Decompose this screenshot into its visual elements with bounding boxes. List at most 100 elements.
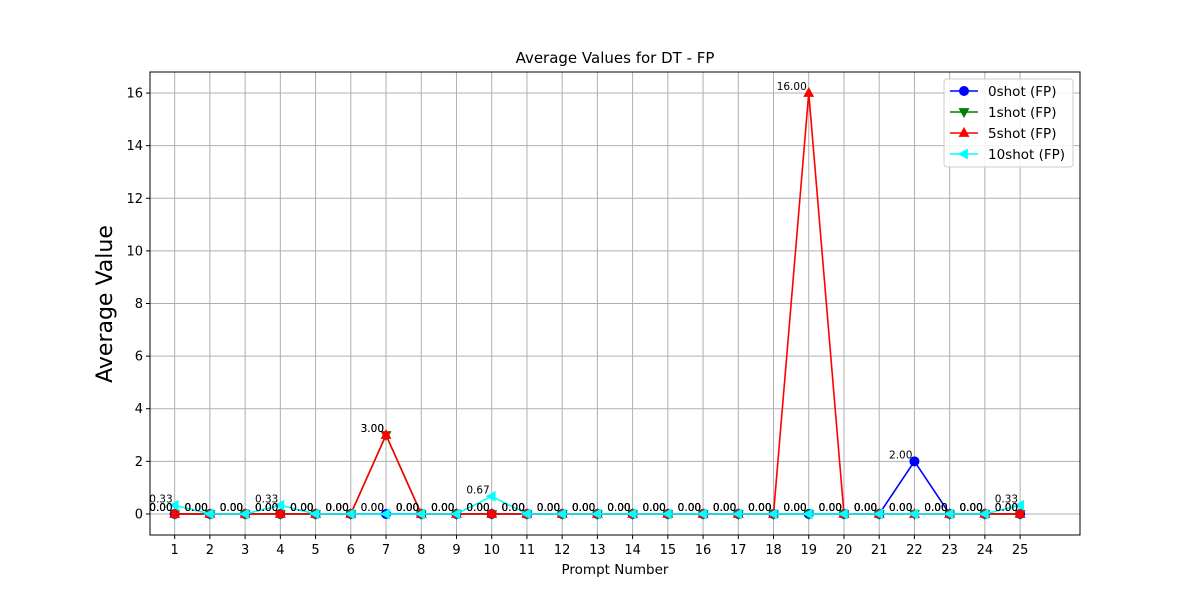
data-label: 0.00 <box>220 502 243 514</box>
data-point <box>379 508 390 520</box>
data-label: 0.00 <box>854 502 877 514</box>
x-axis-label: Prompt Number <box>562 562 669 578</box>
data-label: 0.00 <box>537 502 560 514</box>
y-tick-label: 16 <box>126 87 143 102</box>
data-label: 0.00 <box>325 502 348 514</box>
y-tick-label: 2 <box>135 455 143 470</box>
legend-box <box>943 78 1074 168</box>
data-label: 0.00 <box>325 502 348 514</box>
data-label: 0.00 <box>642 502 665 514</box>
data-point <box>239 508 249 520</box>
x-tick-label: 8 <box>417 543 425 558</box>
y-tick-label: 12 <box>126 192 143 207</box>
data-point <box>1014 499 1024 511</box>
legend: 0shot (FP) 1shot (FP) 5shot (FP) 10shot (FP… <box>943 78 1074 168</box>
data-label: 3.00 <box>361 423 384 435</box>
data-label: 0.00 <box>255 502 278 514</box>
x-tick-label: 1 <box>171 543 179 558</box>
data-point <box>873 508 884 520</box>
data-label: 0.00 <box>361 502 384 514</box>
y-tick-label: 8 <box>135 297 143 312</box>
data-label: 0.00 <box>290 502 313 514</box>
x-tick-label: 6 <box>347 543 355 558</box>
data-label: 0.00 <box>396 502 419 514</box>
data-label: 0.00 <box>537 502 560 514</box>
data-point <box>520 508 531 520</box>
x-tick-label: 23 <box>941 543 958 558</box>
x-tick-label: 24 <box>977 543 994 558</box>
data-label: 0.00 <box>537 502 560 514</box>
data-label: 0.00 <box>290 502 313 514</box>
x-tick-label: 12 <box>554 543 571 558</box>
data-label: 0.00 <box>184 502 207 514</box>
data-point <box>909 456 920 467</box>
data-point-square <box>488 510 496 518</box>
legend-entry: 1shot (FP) <box>950 105 1056 121</box>
data-label: 0.00 <box>748 502 771 514</box>
y-tick-label: 6 <box>135 350 143 365</box>
data-point <box>556 508 567 520</box>
data-label: 3.00 <box>361 423 384 435</box>
legend-marker <box>957 148 968 160</box>
data-point <box>309 508 320 520</box>
data-label: 0.00 <box>748 502 771 514</box>
x-tick-label: 15 <box>660 543 677 558</box>
data-label: 0.33 <box>255 493 278 505</box>
x-tick-label: 20 <box>836 543 853 558</box>
data-label: 0.00 <box>572 502 595 514</box>
data-label: 0.00 <box>184 502 207 514</box>
data-label: 0.00 <box>466 502 489 514</box>
data-label: 0.00 <box>783 502 806 514</box>
x-tick-label: 21 <box>871 543 888 558</box>
data-label: 0.00 <box>607 502 630 514</box>
data-label: 0.00 <box>255 502 278 514</box>
data-label: 0.00 <box>572 502 595 514</box>
data-label: 0.00 <box>396 502 419 514</box>
data-label: 0.00 <box>642 502 665 514</box>
data-label: 0.00 <box>290 502 313 514</box>
data-point-square <box>382 431 390 439</box>
data-label: 0.00 <box>184 502 207 514</box>
data-label: 0.00 <box>220 502 243 514</box>
data-point <box>450 508 461 520</box>
data-label: 0.00 <box>995 502 1018 514</box>
data-label: 0.00 <box>819 502 842 514</box>
data-label: 0.00 <box>572 502 595 514</box>
x-tick-label: 7 <box>382 543 390 558</box>
data-point <box>661 508 672 520</box>
data-point <box>626 508 637 520</box>
data-label: 0.00 <box>783 502 806 514</box>
x-tick-label: 10 <box>483 543 500 558</box>
data-point <box>344 508 355 520</box>
data-label: 0.67 <box>466 484 489 496</box>
data-point <box>978 508 989 520</box>
data-point <box>767 508 778 520</box>
data-label: 0.00 <box>431 502 454 514</box>
data-label: 0.00 <box>184 502 207 514</box>
data-point <box>696 508 707 520</box>
data-label: 0.00 <box>924 502 947 514</box>
data-label: 0.00 <box>924 502 947 514</box>
x-tick-label: 2 <box>206 543 214 558</box>
data-point <box>943 508 954 520</box>
data-label: 0.00 <box>431 502 454 514</box>
data-label: 0.00 <box>325 502 348 514</box>
legend-marker <box>959 86 969 96</box>
data-label: 0.00 <box>854 502 877 514</box>
data-point <box>908 508 919 520</box>
data-label: 0.00 <box>396 502 419 514</box>
data-label: 0.00 <box>537 502 560 514</box>
y-tick-label: 14 <box>126 139 143 154</box>
x-tick-label: 9 <box>452 543 460 558</box>
data-label: 0.00 <box>149 502 172 514</box>
data-label: 0.00 <box>149 502 172 514</box>
data-label: 0.00 <box>959 502 982 514</box>
data-label: 2.00 <box>889 449 912 461</box>
data-label: 0.00 <box>819 502 842 514</box>
data-label: 0.00 <box>502 502 525 514</box>
legend-entry: 10shot (FP) <box>950 147 1065 163</box>
x-tick-label: 25 <box>1012 543 1029 558</box>
chart-title: Average Values for DT - FP <box>516 49 715 67</box>
data-point <box>837 508 848 520</box>
